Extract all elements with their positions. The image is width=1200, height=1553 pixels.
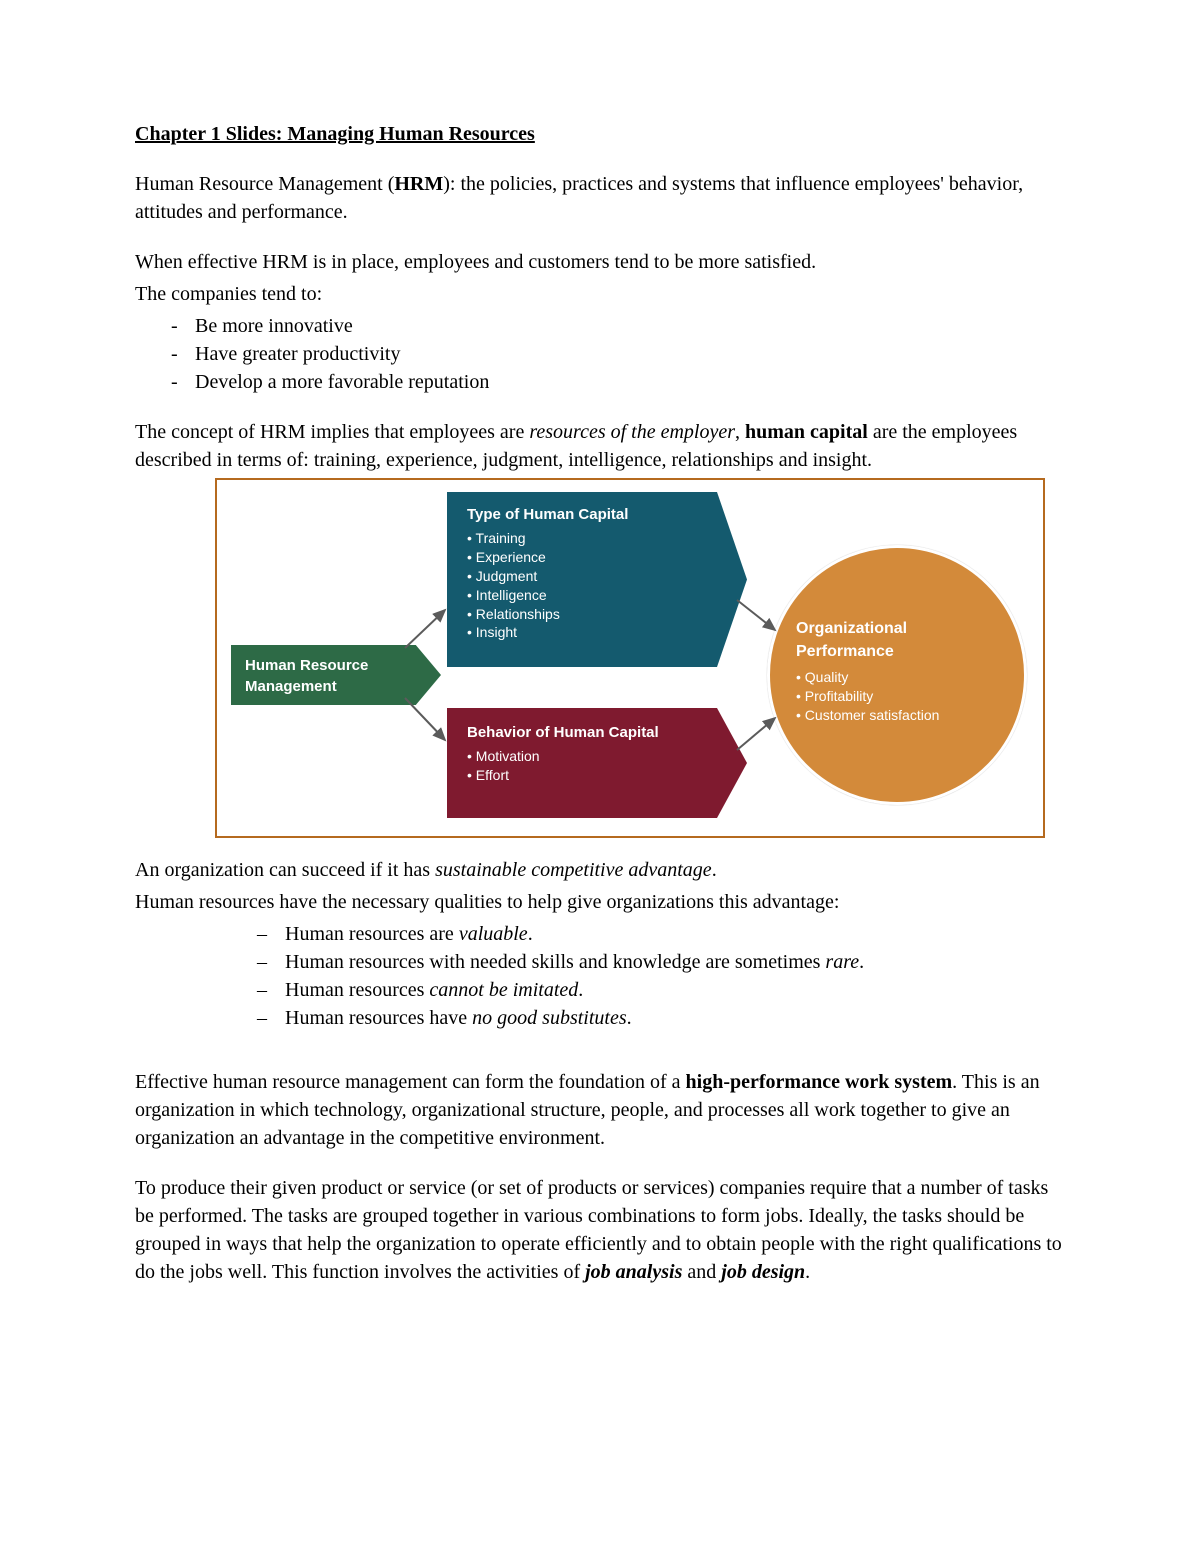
node-item: • Effort xyxy=(467,766,713,785)
list-item: Be more innovative xyxy=(195,312,1065,340)
node-item: • Customer satisfaction xyxy=(796,706,1002,725)
bullet-list-qualities: Human resources are valuable. Human reso… xyxy=(135,920,1065,1032)
paragraph: The companies tend to: xyxy=(135,280,1065,308)
paragraph-human-capital: The concept of HRM implies that employee… xyxy=(135,418,1065,474)
text-italic: resources of the employer xyxy=(529,421,735,443)
text: and xyxy=(682,1261,721,1283)
text-bold: human capital xyxy=(745,421,868,443)
text: . xyxy=(627,1007,632,1029)
list-item: Human resources have no good substitutes… xyxy=(285,1004,1065,1032)
text-italic: valuable xyxy=(459,923,528,945)
text: . xyxy=(859,951,864,973)
text-italic: sustainable competitive advantage xyxy=(435,859,712,881)
text: . xyxy=(712,859,717,881)
node-title: Management xyxy=(245,676,413,697)
list-item: Human resources with needed skills and k… xyxy=(285,948,1065,976)
text: . xyxy=(805,1261,810,1283)
text: Human resources xyxy=(285,979,429,1001)
hrm-diagram: Human Resource Management Type of Human … xyxy=(215,478,1045,838)
list-item: Human resources cannot be imitated. xyxy=(285,976,1065,1004)
node-title: Organizational xyxy=(796,618,1002,640)
bullet-list-companies: Be more innovative Have greater producti… xyxy=(135,312,1065,396)
diagram-node-type: Type of Human Capital • Training • Exper… xyxy=(447,492,747,667)
node-item: • Motivation xyxy=(467,747,713,766)
text: Effective human resource management can … xyxy=(135,1071,686,1093)
text: An organization can succeed if it has xyxy=(135,859,435,881)
node-item: • Quality xyxy=(796,668,1002,687)
paragraph-hpws: Effective human resource management can … xyxy=(135,1068,1065,1152)
text-bold: high-performance work system xyxy=(686,1071,953,1093)
paragraph: When effective HRM is in place, employee… xyxy=(135,248,1065,276)
text-bolditalic: job analysis xyxy=(585,1261,682,1283)
node-title: Type of Human Capital xyxy=(467,504,713,525)
text-italic: rare xyxy=(825,951,859,973)
node-item: • Experience xyxy=(467,548,713,567)
node-item: • Relationships xyxy=(467,605,713,624)
paragraph: An organization can succeed if it has su… xyxy=(135,856,1065,884)
text-italic: no good substitutes xyxy=(472,1007,626,1029)
text: Human Resource Management ( xyxy=(135,173,394,195)
paragraph-job-analysis: To produce their given product or servic… xyxy=(135,1174,1065,1286)
list-item: Human resources are valuable. xyxy=(285,920,1065,948)
paragraph: Human resources have the necessary quali… xyxy=(135,888,1065,916)
node-item: • Training xyxy=(467,529,713,548)
diagram-node-hrm: Human Resource Management xyxy=(231,645,441,705)
node-item: • Judgment xyxy=(467,567,713,586)
text: Human resources are xyxy=(285,923,459,945)
text: . xyxy=(528,923,533,945)
text-italic: cannot be imitated xyxy=(429,979,578,1001)
chapter-title: Chapter 1 Slides: Managing Human Resourc… xyxy=(135,120,1065,148)
text-bolditalic: job design xyxy=(721,1261,805,1283)
text-bold: HRM xyxy=(394,173,443,195)
text: . xyxy=(578,979,583,1001)
document-page: Chapter 1 Slides: Managing Human Resourc… xyxy=(0,0,1200,1428)
text: The concept of HRM implies that employee… xyxy=(135,421,529,443)
text: Human resources with needed skills and k… xyxy=(285,951,825,973)
node-title: Performance xyxy=(796,641,1002,663)
node-item: • Profitability xyxy=(796,687,1002,706)
list-item: Develop a more favorable reputation xyxy=(195,368,1065,396)
text: Human resources have xyxy=(285,1007,472,1029)
node-title: Human Resource xyxy=(245,655,413,676)
diagram-node-org-performance: Organizational Performance • Quality • P… xyxy=(767,545,1027,805)
list-item: Have greater productivity xyxy=(195,340,1065,368)
node-item: • Insight xyxy=(467,623,713,642)
diagram-node-behavior: Behavior of Human Capital • Motivation •… xyxy=(447,708,747,818)
text: , xyxy=(735,421,745,443)
node-item: • Intelligence xyxy=(467,586,713,605)
node-title: Behavior of Human Capital xyxy=(467,722,713,743)
paragraph-hrm-definition: Human Resource Management (HRM): the pol… xyxy=(135,170,1065,226)
